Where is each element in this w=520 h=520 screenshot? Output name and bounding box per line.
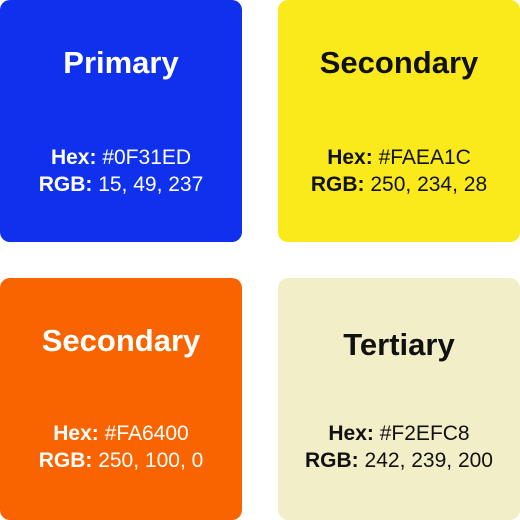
hex-value: #0F31ED <box>102 146 192 169</box>
swatch-title: Tertiary <box>343 327 455 362</box>
hex-row: Hex: #0F31ED <box>0 144 242 171</box>
color-swatch-secondary-orange: Secondary Hex: #FA6400 RGB: 250, 100, 0 <box>0 278 242 520</box>
rgb-value: 250, 100, 0 <box>98 449 204 472</box>
rgb-value: 242, 239, 200 <box>364 449 493 472</box>
rgb-label: RGB: <box>38 449 93 472</box>
hex-label: Hex: <box>53 422 99 445</box>
hex-value: #FA6400 <box>104 422 189 445</box>
hex-label: Hex: <box>328 422 374 445</box>
swatch-title: Primary <box>63 45 179 80</box>
rgb-row: RGB: 15, 49, 237 <box>0 171 242 198</box>
hex-label: Hex: <box>50 146 97 169</box>
rgb-row: RGB: 250, 234, 28 <box>278 171 520 198</box>
hex-label: Hex: <box>327 146 373 169</box>
swatch-values: Hex: #FA6400 RGB: 250, 100, 0 <box>0 420 242 474</box>
hex-value: #FAEA1C <box>378 146 471 169</box>
color-swatch-secondary-yellow: Secondary Hex: #FAEA1C RGB: 250, 234, 28 <box>278 0 520 242</box>
rgb-label: RGB: <box>310 173 365 196</box>
rgb-label: RGB: <box>305 449 359 472</box>
rgb-label: RGB: <box>38 173 93 196</box>
swatch-title: Secondary <box>319 45 479 80</box>
color-swatch-tertiary: Tertiary Hex: #F2EFC8 RGB: 242, 239, 200 <box>278 278 520 520</box>
hex-row: Hex: #FA6400 <box>0 420 242 447</box>
rgb-value: 15, 49, 237 <box>98 173 204 196</box>
rgb-value: 250, 234, 28 <box>370 173 488 196</box>
swatch-values: Hex: #FAEA1C RGB: 250, 234, 28 <box>278 144 520 198</box>
swatch-values: Hex: #F2EFC8 RGB: 242, 239, 200 <box>278 420 520 474</box>
swatch-values: Hex: #0F31ED RGB: 15, 49, 237 <box>0 144 242 198</box>
swatch-title: Secondary <box>41 323 201 358</box>
color-swatch-primary: Primary Hex: #0F31ED RGB: 15, 49, 237 <box>0 0 242 242</box>
hex-row: Hex: #F2EFC8 <box>278 420 520 447</box>
rgb-row: RGB: 250, 100, 0 <box>0 447 242 474</box>
rgb-row: RGB: 242, 239, 200 <box>278 447 520 474</box>
hex-value: #F2EFC8 <box>379 422 470 445</box>
hex-row: Hex: #FAEA1C <box>278 144 520 171</box>
